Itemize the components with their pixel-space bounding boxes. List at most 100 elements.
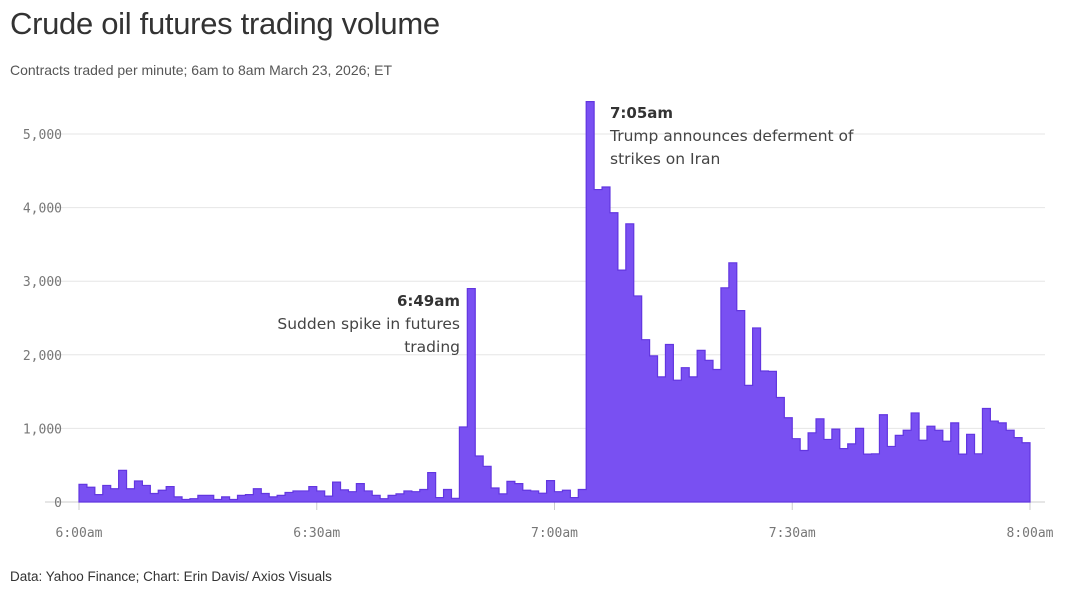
minute-bar bbox=[658, 377, 666, 502]
minute-bar bbox=[396, 494, 404, 502]
minute-bar bbox=[459, 427, 467, 502]
minute-bar bbox=[214, 499, 222, 502]
minute-bar bbox=[166, 487, 174, 502]
minute-bar bbox=[864, 454, 872, 502]
y-tick-label: 4,000 bbox=[23, 202, 62, 217]
minute-bar bbox=[808, 433, 816, 502]
minute-bar bbox=[943, 441, 951, 502]
minute-bar bbox=[1022, 443, 1030, 502]
minute-bar bbox=[634, 296, 642, 502]
minute-bar bbox=[269, 497, 277, 502]
minute-bar bbox=[840, 449, 848, 502]
minute-bar bbox=[650, 356, 658, 502]
minute-bar bbox=[1006, 430, 1014, 502]
minute-bar bbox=[325, 496, 333, 502]
minute-bar bbox=[935, 430, 943, 502]
minute-bar bbox=[515, 484, 523, 502]
minute-bar bbox=[206, 495, 214, 502]
minute-bar bbox=[111, 489, 119, 502]
minute-bar bbox=[341, 490, 349, 502]
minute-bar bbox=[642, 340, 650, 502]
minute-bar bbox=[761, 371, 769, 502]
minute-bar bbox=[95, 495, 103, 502]
minute-bar bbox=[753, 328, 761, 502]
minute-bar bbox=[776, 397, 784, 502]
minute-bar bbox=[848, 444, 856, 502]
minute-bar bbox=[721, 288, 729, 502]
annotation-649-line2: trading bbox=[404, 338, 460, 356]
minute-bar bbox=[420, 489, 428, 502]
minute-bar bbox=[547, 481, 555, 502]
minute-bar bbox=[451, 498, 459, 502]
annotation-705-time: 7:05am bbox=[610, 104, 673, 122]
minute-bar bbox=[626, 224, 634, 502]
minute-bar bbox=[713, 370, 721, 502]
annotation-649-line1: Sudden spike in futures bbox=[277, 315, 460, 333]
minute-bar bbox=[792, 439, 800, 502]
minute-bar bbox=[745, 385, 753, 502]
minute-bar bbox=[1014, 438, 1022, 502]
minute-bar bbox=[856, 428, 864, 502]
minute-bar bbox=[959, 454, 967, 502]
chart-source: Data: Yahoo Finance; Chart: Erin Davis/ … bbox=[10, 569, 332, 584]
x-tick-label: 6:00am bbox=[56, 526, 103, 541]
minute-bar bbox=[174, 497, 182, 502]
minute-bar bbox=[697, 350, 705, 502]
annotation-705-line1: Trump announces deferment of bbox=[609, 127, 854, 145]
minute-bar bbox=[127, 489, 135, 502]
minute-bar bbox=[594, 190, 602, 502]
minute-bar bbox=[285, 492, 293, 502]
minute-bar bbox=[998, 423, 1006, 502]
minute-bar bbox=[261, 494, 269, 502]
minute-bar bbox=[570, 498, 578, 502]
minute-bar bbox=[562, 490, 570, 502]
minute-bar bbox=[428, 473, 436, 502]
minute-bar bbox=[602, 187, 610, 502]
minute-bar bbox=[586, 102, 594, 502]
minute-bar bbox=[729, 263, 737, 502]
minute-bar bbox=[824, 439, 832, 502]
annotation-705-line2: strikes on Iran bbox=[610, 150, 720, 168]
minute-bar bbox=[903, 430, 911, 502]
minute-bar bbox=[879, 415, 887, 502]
y-tick-label: 2,000 bbox=[23, 349, 62, 364]
minute-bar bbox=[800, 450, 808, 502]
minute-bar bbox=[982, 409, 990, 502]
minute-bar bbox=[119, 470, 127, 502]
minute-bar bbox=[380, 499, 388, 502]
minute-bar bbox=[230, 499, 238, 502]
minute-bar bbox=[975, 454, 983, 502]
minute-bar bbox=[784, 418, 792, 502]
minute-bar bbox=[356, 484, 364, 502]
minute-bar bbox=[222, 497, 230, 502]
minute-bar bbox=[555, 492, 563, 502]
minute-bar bbox=[404, 491, 412, 502]
minute-bar bbox=[483, 466, 491, 502]
minute-bar bbox=[816, 419, 824, 502]
minute-bar bbox=[158, 490, 166, 502]
y-tick-label: 5,000 bbox=[23, 128, 62, 143]
minute-bar bbox=[665, 344, 673, 502]
minute-bar bbox=[388, 495, 396, 502]
minute-bar bbox=[372, 495, 380, 502]
minute-bar bbox=[768, 371, 776, 502]
minute-bar bbox=[673, 380, 681, 502]
minute-bar bbox=[499, 494, 507, 502]
minute-bar bbox=[333, 482, 341, 502]
minute-bar bbox=[134, 481, 142, 502]
minute-bar bbox=[491, 488, 499, 502]
minute-bar bbox=[618, 270, 626, 502]
minute-bar bbox=[919, 440, 927, 502]
minute-bar bbox=[967, 434, 975, 502]
minute-bar bbox=[364, 491, 372, 502]
x-tick-label: 6:30am bbox=[293, 526, 340, 541]
minute-bar bbox=[610, 213, 618, 502]
minute-bar bbox=[293, 491, 301, 502]
minute-bar bbox=[436, 498, 444, 502]
minute-bar bbox=[103, 485, 111, 502]
x-tick-label: 7:00am bbox=[531, 526, 578, 541]
minute-bar bbox=[539, 493, 547, 502]
minute-bar bbox=[705, 360, 713, 502]
minute-bar bbox=[872, 454, 880, 502]
